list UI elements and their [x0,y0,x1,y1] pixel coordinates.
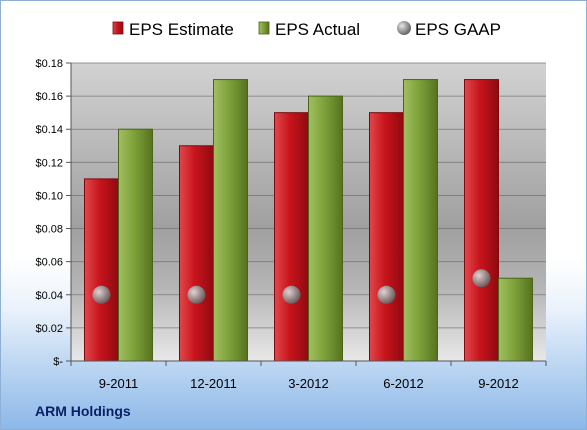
x-tick-label: 9-2011 [99,376,139,391]
legend-swatch [258,21,270,35]
axes: $- $0.02 $0.04 $0.06 $0.08 $0.10 $0.12 $0.14 $0.… [35,58,547,391]
company-label: ARM Holdings [35,403,131,419]
y-tick-label: $0.16 [35,91,63,103]
y-tick-label: $0.14 [35,124,63,136]
gaap-markers [92,269,491,304]
legend-label: EPS Actual [275,20,360,39]
gaap-point [187,285,206,304]
bar-eps-actual [308,95,343,362]
x-tick-label: 6-2012 [383,376,423,391]
legend-swatch [397,21,411,35]
legend: EPS Estimate EPS Actual EPS GAAP [112,20,501,39]
x-tick-label: 12-2011 [190,376,237,391]
bars [84,79,533,362]
legend-swatch [112,21,124,35]
bar-eps-actual [403,79,438,362]
gaap-point [472,269,491,288]
y-tick-label: $0.06 [35,257,63,269]
bar-eps-estimate [274,112,309,362]
bar-eps-estimate [369,112,404,362]
bar-eps-estimate [84,178,119,362]
y-tick-label: $0.18 [35,58,63,70]
y-tick-label: $0.08 [35,224,63,236]
x-tick-label: 3-2012 [288,376,328,391]
bar-eps-estimate [464,79,499,362]
y-tick-label: $0.04 [35,290,63,302]
y-tick-label: $- [53,356,63,368]
y-tick-label: $0.12 [35,157,63,169]
y-tick-label: $0.02 [35,323,63,335]
gaap-point [282,285,301,304]
bar-eps-actual [213,79,248,362]
bar-eps-estimate [179,145,214,362]
y-tick-label: $0.10 [35,190,63,202]
gaap-point [92,285,111,304]
legend-label: EPS Estimate [129,20,234,39]
legend-label: EPS GAAP [415,20,501,39]
bar-eps-actual [118,128,153,362]
bar-eps-actual [498,277,533,362]
gaap-point [377,285,396,304]
x-tick-label: 9-2012 [478,376,518,391]
